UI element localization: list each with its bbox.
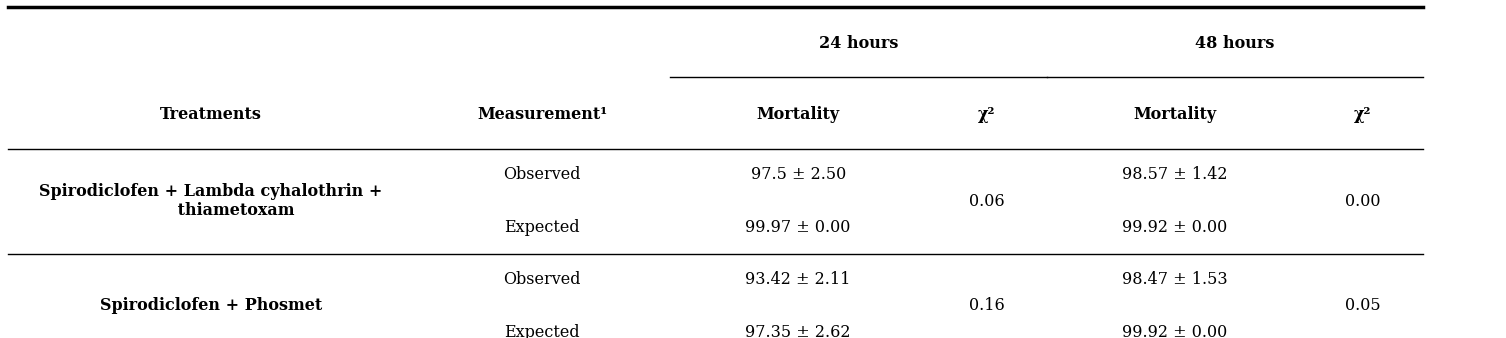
- Text: Treatments: Treatments: [160, 106, 262, 123]
- Text: Spirodiclofen + Lambda cyhalothrin +
         thiametoxam: Spirodiclofen + Lambda cyhalothrin + thi…: [39, 183, 383, 219]
- Text: 97.35 ± 2.62: 97.35 ± 2.62: [745, 323, 851, 338]
- Text: Measurement¹: Measurement¹: [477, 106, 607, 123]
- Text: Expected: Expected: [505, 323, 580, 338]
- Text: 98.47 ± 1.53: 98.47 ± 1.53: [1122, 271, 1227, 288]
- Text: Observed: Observed: [503, 271, 581, 288]
- Text: 0.16: 0.16: [968, 297, 1005, 314]
- Text: Mortality: Mortality: [1133, 106, 1217, 123]
- Text: Expected: Expected: [505, 219, 580, 236]
- Text: 99.97 ± 0.00: 99.97 ± 0.00: [745, 219, 851, 236]
- Text: Observed: Observed: [503, 166, 581, 184]
- Text: 0.06: 0.06: [968, 193, 1005, 210]
- Text: 99.92 ± 0.00: 99.92 ± 0.00: [1122, 219, 1227, 236]
- Text: 48 hours: 48 hours: [1196, 35, 1274, 52]
- Text: 98.57 ± 1.42: 98.57 ± 1.42: [1122, 166, 1227, 184]
- Text: 24 hours: 24 hours: [819, 35, 898, 52]
- Text: 0.00: 0.00: [1345, 193, 1381, 210]
- Text: 0.05: 0.05: [1345, 297, 1381, 314]
- Text: χ²: χ²: [977, 106, 995, 123]
- Text: Spirodiclofen + Phosmet: Spirodiclofen + Phosmet: [99, 297, 322, 314]
- Text: 93.42 ± 2.11: 93.42 ± 2.11: [745, 271, 851, 288]
- Text: 99.92 ± 0.00: 99.92 ± 0.00: [1122, 323, 1227, 338]
- Text: χ²: χ²: [1354, 106, 1372, 123]
- Text: 97.5 ± 2.50: 97.5 ± 2.50: [750, 166, 846, 184]
- Text: Mortality: Mortality: [756, 106, 840, 123]
